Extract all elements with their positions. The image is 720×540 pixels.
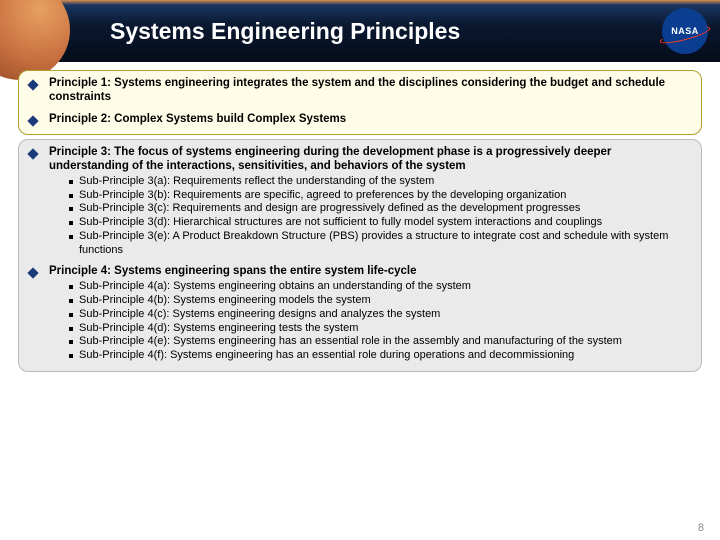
square-bullet-icon	[69, 327, 73, 331]
highlighted-box: Principle 1: Systems engineering integra…	[18, 70, 702, 135]
sub-3b: Sub-Principle 3(b): Requirements are spe…	[69, 189, 691, 203]
square-bullet-icon	[69, 207, 73, 211]
sub-3a-text: Sub-Principle 3(a): Requirements reflect…	[79, 175, 434, 189]
principle-2: Principle 2: Complex Systems build Compl…	[29, 113, 691, 127]
sub-3a: Sub-Principle 3(a): Requirements reflect…	[69, 175, 691, 189]
sub-4e-text: Sub-Principle 4(e): Systems engineering …	[79, 335, 622, 349]
gray-box: Principle 3: The focus of systems engine…	[18, 139, 702, 371]
sub-4f-text: Sub-Principle 4(f): Systems engineering …	[79, 349, 574, 363]
sub-3e: Sub-Principle 3(e): A Product Breakdown …	[69, 230, 691, 258]
diamond-bullet-icon	[27, 268, 38, 279]
principle-1: Principle 1: Systems engineering integra…	[29, 77, 691, 105]
principle-4: Principle 4: Systems engineering spans t…	[29, 265, 691, 362]
slide-header: Systems Engineering Principles NASA	[0, 0, 720, 62]
principle-3: Principle 3: The focus of systems engine…	[29, 146, 691, 257]
square-bullet-icon	[69, 180, 73, 184]
sub-3d: Sub-Principle 3(d): Hierarchical structu…	[69, 216, 691, 230]
sub-3d-text: Sub-Principle 3(d): Hierarchical structu…	[79, 216, 602, 230]
square-bullet-icon	[69, 285, 73, 289]
sub-4b-text: Sub-Principle 4(b): Systems engineering …	[79, 294, 371, 308]
sub-4d: Sub-Principle 4(d): Systems engineering …	[69, 322, 691, 336]
page-number: 8	[698, 522, 704, 534]
logo-text: NASA	[671, 26, 699, 36]
square-bullet-icon	[69, 221, 73, 225]
sub-4b: Sub-Principle 4(b): Systems engineering …	[69, 294, 691, 308]
sub-3c-text: Sub-Principle 3(c): Requirements and des…	[79, 202, 580, 216]
slide-title: Systems Engineering Principles	[110, 18, 460, 45]
nasa-logo: NASA	[662, 8, 708, 54]
slide-content: Principle 1: Systems engineering integra…	[0, 62, 720, 540]
sub-4a-text: Sub-Principle 4(a): Systems engineering …	[79, 280, 471, 294]
sub-3b-text: Sub-Principle 3(b): Requirements are spe…	[79, 189, 566, 203]
sub-4c-text: Sub-Principle 4(c): Systems engineering …	[79, 308, 440, 322]
square-bullet-icon	[69, 194, 73, 198]
sub-4f: Sub-Principle 4(f): Systems engineering …	[69, 349, 691, 363]
square-bullet-icon	[69, 340, 73, 344]
sub-4c: Sub-Principle 4(c): Systems engineering …	[69, 308, 691, 322]
principle-2-text: Principle 2: Complex Systems build Compl…	[49, 113, 346, 127]
sub-4a: Sub-Principle 4(a): Systems engineering …	[69, 280, 691, 294]
square-bullet-icon	[69, 354, 73, 358]
principle-3-text: Principle 3: The focus of systems engine…	[49, 146, 691, 174]
square-bullet-icon	[69, 299, 73, 303]
diamond-bullet-icon	[27, 115, 38, 126]
sub-4e: Sub-Principle 4(e): Systems engineering …	[69, 335, 691, 349]
principle-4-text: Principle 4: Systems engineering spans t…	[49, 265, 691, 279]
square-bullet-icon	[69, 313, 73, 317]
principle-3-sublist: Sub-Principle 3(a): Requirements reflect…	[69, 175, 691, 258]
sub-3e-text: Sub-Principle 3(e): A Product Breakdown …	[79, 230, 691, 258]
diamond-bullet-icon	[27, 149, 38, 160]
diamond-bullet-icon	[27, 79, 38, 90]
sub-4d-text: Sub-Principle 4(d): Systems engineering …	[79, 322, 358, 336]
sub-3c: Sub-Principle 3(c): Requirements and des…	[69, 202, 691, 216]
principle-1-text: Principle 1: Systems engineering integra…	[49, 77, 691, 105]
square-bullet-icon	[69, 235, 73, 239]
principle-4-sublist: Sub-Principle 4(a): Systems engineering …	[69, 280, 691, 363]
